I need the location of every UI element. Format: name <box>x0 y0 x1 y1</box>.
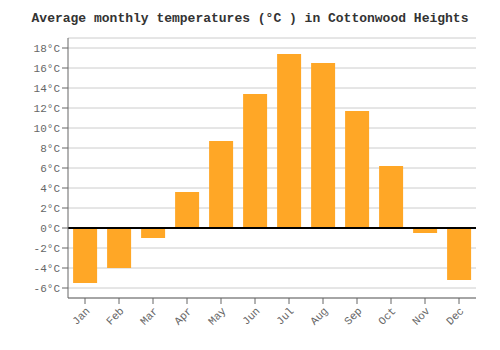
svg-text:2°C: 2°C <box>40 203 60 215</box>
svg-text:6°C: 6°C <box>40 163 60 175</box>
svg-text:Dec: Dec <box>444 305 466 327</box>
svg-text:-4°C: -4°C <box>34 263 61 275</box>
svg-text:Apr: Apr <box>172 305 194 327</box>
svg-text:-2°C: -2°C <box>34 243 61 255</box>
svg-text:Jun: Jun <box>240 305 262 327</box>
svg-text:0°C: 0°C <box>40 223 60 235</box>
html-text:Average monthly temperatures (: Average monthly temperatures (°C ) in Co… <box>31 11 469 26</box>
svg-text:-6°C: -6°C <box>34 283 61 295</box>
svg-text:Oct: Oct <box>376 305 398 327</box>
svg-text:10°C: 10°C <box>34 123 61 135</box>
svg-text:Sep: Sep <box>342 305 364 327</box>
svg-text:4°C: 4°C <box>40 183 60 195</box>
svg-text:Jan: Jan <box>70 305 92 327</box>
svg-text:Jul: Jul <box>274 305 296 327</box>
svg-text:18°C: 18°C <box>34 43 61 55</box>
svg-text:May: May <box>206 305 229 328</box>
svg-text:14°C: 14°C <box>34 83 61 95</box>
svg-text:Feb: Feb <box>104 305 126 327</box>
svg-text:Mar: Mar <box>138 305 160 327</box>
svg-text:Aug: Aug <box>308 305 330 327</box>
svg-text:8°C: 8°C <box>40 143 60 155</box>
svg-text:Nov: Nov <box>410 305 433 328</box>
svg-text:12°C: 12°C <box>34 103 61 115</box>
svg-text:16°C: 16°C <box>34 63 61 75</box>
